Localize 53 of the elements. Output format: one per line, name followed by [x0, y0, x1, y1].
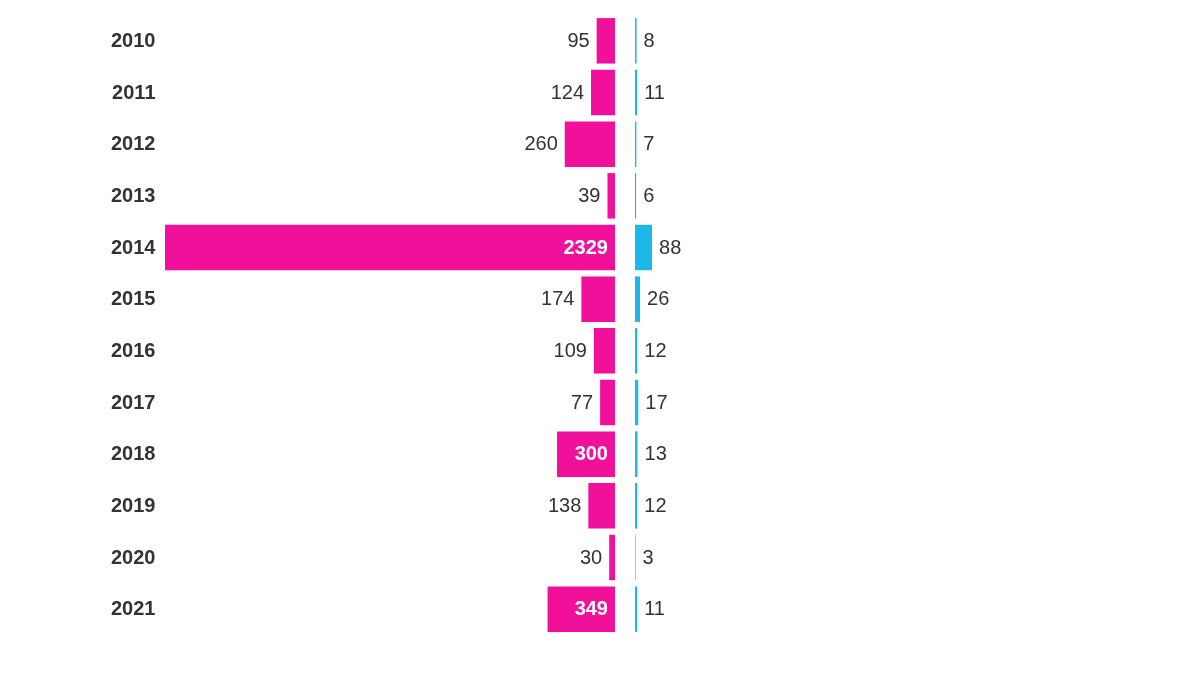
y-tick-label: 2020: [111, 545, 156, 568]
data-label: 8: [643, 28, 655, 51]
y-tick-label: 2010: [111, 28, 156, 51]
bar: [547, 586, 615, 632]
data-label: 138: [547, 493, 582, 516]
data-label: 95: [567, 28, 590, 51]
data-label: 260: [524, 132, 558, 155]
data-label: 13: [644, 442, 667, 465]
y-tick-label: 2015: [111, 287, 156, 310]
y-tick-label: 2021: [111, 597, 156, 620]
data-label: 12: [644, 493, 667, 516]
y-tick-label: 2011: [112, 80, 156, 103]
y-tick-label: 2018: [111, 442, 156, 465]
data-label: 2329: [563, 235, 608, 258]
data-label: 11: [644, 597, 665, 620]
bar: [635, 586, 638, 632]
data-label: 124: [550, 80, 585, 103]
data-label: 7: [643, 132, 655, 155]
y-tick-label: 2014: [111, 235, 157, 258]
data-label: 12: [644, 338, 667, 361]
bar: [607, 173, 615, 219]
data-label: 349: [574, 597, 608, 620]
y-tick-label: 2016: [111, 338, 156, 361]
bar: [635, 276, 641, 322]
bar: [591, 69, 615, 116]
bar: [635, 431, 638, 477]
y-tick-label: 2012: [111, 132, 156, 155]
bar: [564, 121, 615, 167]
bar: [596, 18, 615, 64]
data-label: 39: [578, 183, 601, 206]
y-tick-label: 2017: [111, 390, 156, 413]
data-label: 17: [645, 390, 668, 413]
data-label: 11: [644, 80, 665, 103]
bar: [609, 534, 615, 581]
y-tick-label: 2019: [111, 493, 156, 516]
bar: [581, 276, 615, 322]
y-tick-label: 2013: [111, 183, 156, 206]
bar: [635, 69, 638, 116]
data-label: 174: [541, 287, 575, 310]
bar: [635, 224, 652, 271]
data-label: 300: [574, 442, 608, 465]
bar: [593, 328, 615, 374]
data-label: 77: [570, 390, 594, 413]
data-label: 88: [659, 235, 682, 258]
bar: [165, 224, 615, 271]
data-label: 30: [579, 545, 603, 568]
data-label: 3: [642, 545, 654, 568]
bar: [635, 379, 639, 426]
data-label: 109: [553, 338, 587, 361]
bar: [600, 379, 615, 426]
data-label: 6: [643, 183, 655, 206]
bar: [588, 483, 615, 529]
data-label: 26: [647, 287, 670, 310]
